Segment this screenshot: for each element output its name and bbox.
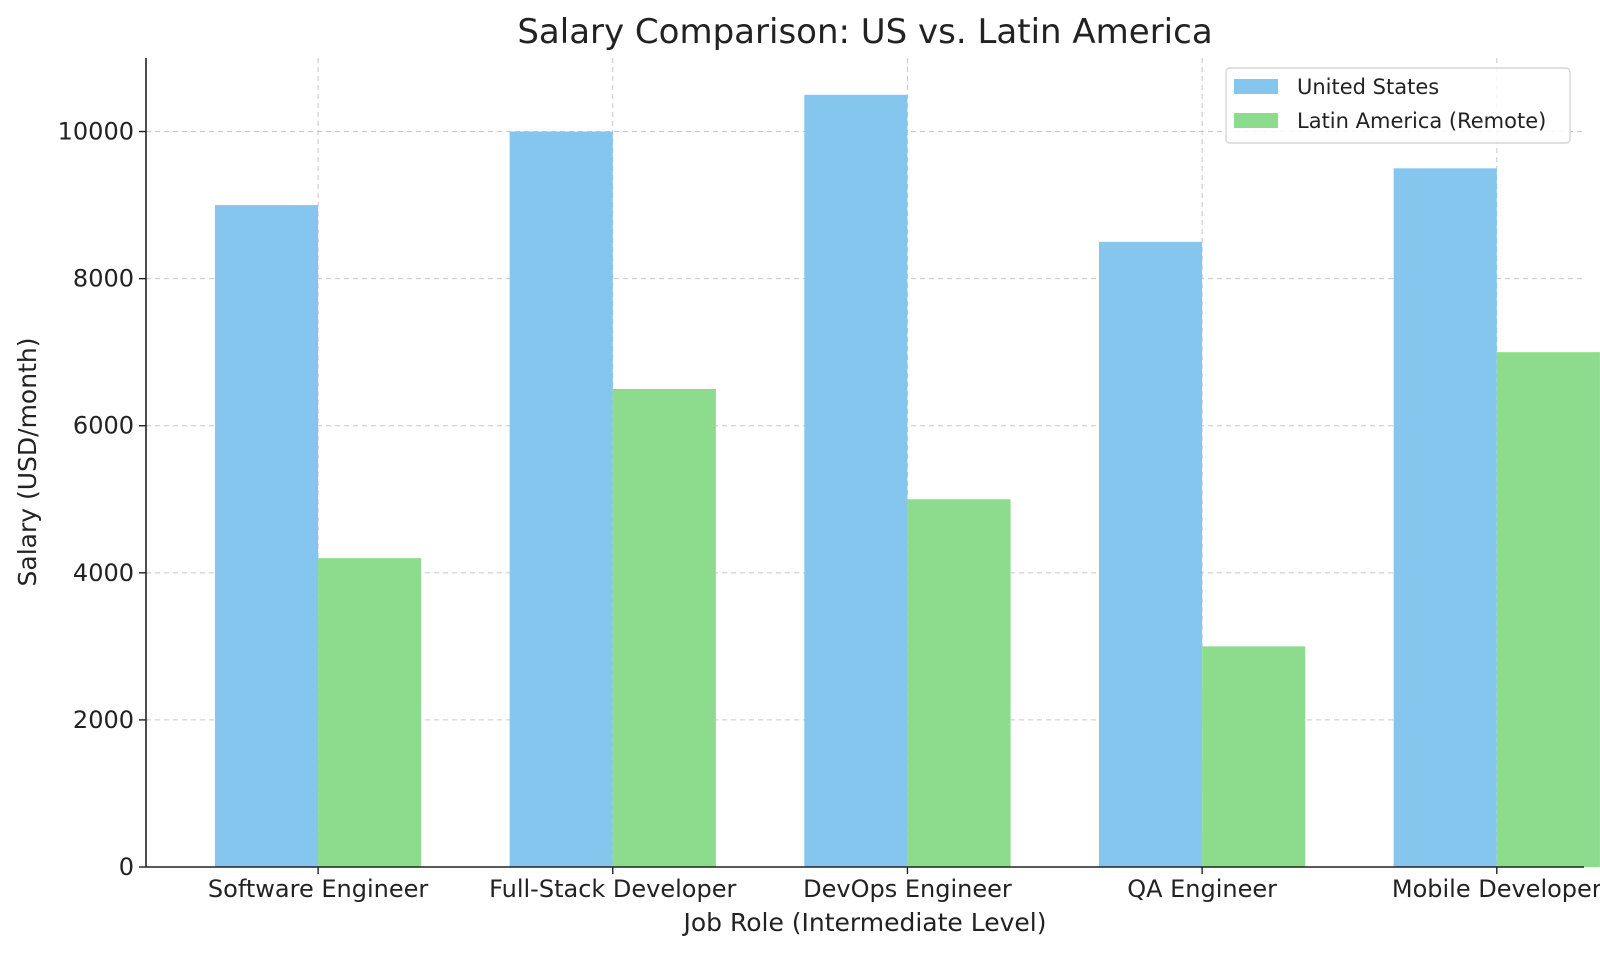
legend-label-latin-america: Latin America (Remote) bbox=[1297, 109, 1546, 133]
bar-united-states-devops-engineer bbox=[804, 94, 908, 868]
bar-latin-america-remote-software-engineer bbox=[318, 558, 422, 867]
y-axis-title: Salary (USD/month) bbox=[13, 338, 42, 587]
y-tick-label-10000: 10000 bbox=[58, 118, 134, 146]
y-tick-label-2000: 2000 bbox=[73, 706, 134, 734]
legend-frame bbox=[1225, 67, 1571, 144]
bar-united-states-mobile-developer bbox=[1393, 168, 1497, 867]
bar-latin-america-remote-qa-engineer bbox=[1202, 646, 1306, 867]
chart-title: Salary Comparison: US vs. Latin America bbox=[517, 12, 1212, 52]
x-ticks: Software Engineer Full-Stack Developer Dev… bbox=[208, 867, 1600, 903]
x-axis-title: Job Role (Intermediate Level) bbox=[681, 908, 1046, 937]
x-tick-label-qa-engineer: QA Engineer bbox=[1127, 875, 1277, 903]
bar-latin-america-remote-mobile-developer bbox=[1496, 352, 1600, 867]
legend-swatch-united-states bbox=[1234, 79, 1278, 94]
axes bbox=[145, 58, 1584, 868]
legend-swatch-latin-america bbox=[1234, 113, 1278, 128]
bar-latin-america-remote-full-stack-developer bbox=[612, 388, 716, 867]
y-tick-label-0: 0 bbox=[119, 853, 134, 881]
y-tick-label-6000: 6000 bbox=[73, 412, 134, 440]
bar-united-states-full-stack-developer bbox=[509, 131, 613, 867]
legend: United States Latin America (Remote) bbox=[1225, 67, 1571, 144]
bar-latin-america-remote-devops-engineer bbox=[907, 499, 1011, 867]
x-tick-label-mobile-developer: Mobile Developer bbox=[1392, 875, 1600, 903]
bar-united-states-software-engineer bbox=[214, 205, 319, 867]
y-tick-label-8000: 8000 bbox=[73, 265, 134, 293]
bar-united-states-qa-engineer bbox=[1098, 241, 1203, 867]
x-tick-label-full-stack-developer: Full-Stack Developer bbox=[489, 875, 736, 903]
x-tick-label-software-engineer: Software Engineer bbox=[208, 875, 428, 903]
legend-label-united-states: United States bbox=[1297, 75, 1439, 99]
y-ticks: 0 2000 4000 6000 8000 10000 bbox=[58, 118, 146, 881]
x-tick-label-devops-engineer: DevOps Engineer bbox=[803, 875, 1012, 903]
bars bbox=[214, 94, 1600, 868]
y-tick-label-4000: 4000 bbox=[73, 559, 134, 587]
